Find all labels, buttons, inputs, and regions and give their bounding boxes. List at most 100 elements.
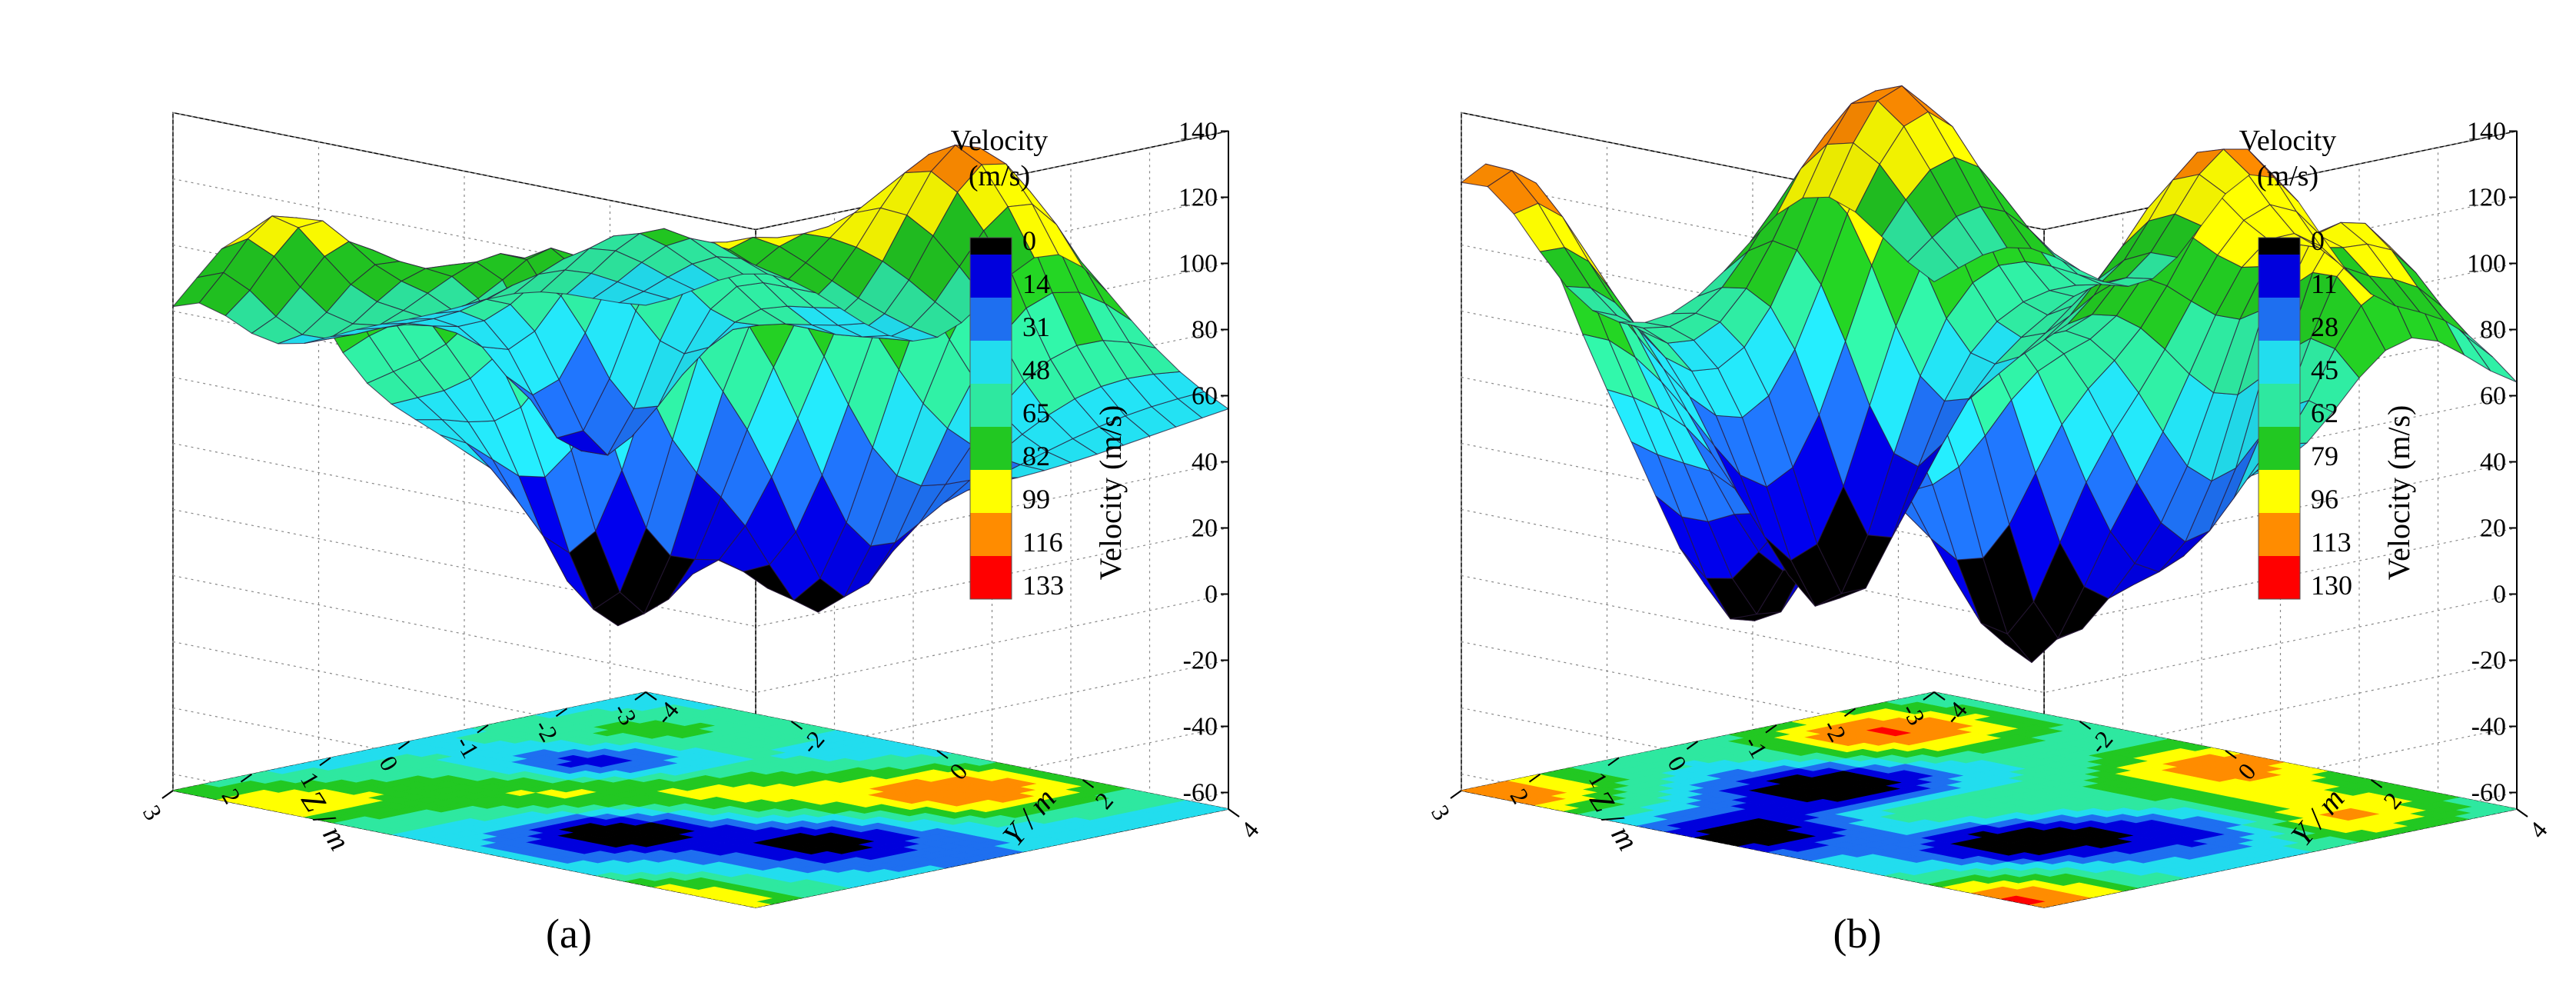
y-tick-mark [936, 750, 949, 759]
z-tick-mark [1607, 757, 1620, 767]
color-legend: Velocity(m/s) 0 14 31 48 65 82 99 116 133 [951, 125, 1064, 601]
legend-swatch [970, 427, 1012, 470]
velocity-tick-label: -40 [1183, 713, 1218, 741]
velocity-tick-label: 140 [2467, 118, 2506, 146]
legend-level-label: 116 [1022, 527, 1063, 558]
legend-level-label: 28 [2311, 311, 2338, 342]
floor-contour-cell [630, 691, 661, 699]
gridline-z [172, 641, 1229, 760]
legend-level-label: 31 [1022, 311, 1050, 342]
legend-swatch [2259, 384, 2300, 427]
legend-level-label: 45 [2311, 355, 2338, 385]
z-tick-mark [1923, 691, 1935, 701]
velocity-tick-label: 100 [1178, 250, 1218, 278]
panel-label: (b) [1833, 911, 1882, 957]
z-tick-mark [161, 790, 174, 799]
velocity-tick-label: 20 [1192, 514, 1218, 543]
gridline-z [1461, 574, 2518, 694]
legend-frame [969, 237, 1012, 600]
legend-swatch [970, 384, 1012, 427]
velocity-surface [1460, 85, 2518, 664]
floor-contour-cell [1918, 691, 1949, 699]
legend-swatch [970, 513, 1012, 556]
y-tick-label: 4 [2524, 816, 2553, 843]
legend-swatch [2259, 470, 2300, 513]
legend-swatch [970, 556, 1012, 599]
legend-level-label: 0 [1022, 225, 1036, 256]
z-tick-mark [1765, 724, 1777, 734]
velocity-tick-label: 40 [2480, 448, 2506, 477]
gridline-z [172, 376, 1229, 495]
y-tick-mark [1933, 691, 1946, 701]
z-tick-mark [1686, 741, 1699, 750]
legend-level-label: 14 [1022, 268, 1050, 299]
gridline-z [1461, 707, 2518, 826]
z-tick-mark [397, 741, 410, 750]
legend-swatch [2259, 255, 2300, 298]
z-tick-mark [1843, 708, 1856, 718]
legend-title: (m/s) [969, 160, 1030, 192]
z-tick-mark [634, 691, 646, 701]
legend-level-label: 65 [1022, 398, 1050, 428]
y-tick-mark [790, 721, 803, 730]
legend-swatch [970, 470, 1012, 513]
legend-title: (m/s) [2257, 160, 2318, 192]
y-tick-mark [1228, 808, 1240, 818]
gridline-z [1461, 641, 2518, 760]
legend-level-label: 48 [1022, 355, 1050, 385]
y-tick-mark [1082, 779, 1095, 788]
legend-swatch [970, 341, 1012, 384]
legend-swatch [2259, 556, 2300, 599]
legend-swatch [970, 298, 1012, 341]
z-tick-label: 3 [138, 801, 168, 825]
gridline-z [1461, 508, 2518, 628]
legend-swatch [970, 255, 1012, 298]
velocity-tick-label: 80 [2480, 316, 2506, 345]
y-tick-mark [645, 691, 657, 701]
velocity-tick-label: 80 [1192, 316, 1218, 345]
chart-panel-b: 140 120 100 80 60 40 20 0 -20 -40 -60 Velocity (m/s… [1288, 0, 2576, 985]
legend-level-label: 79 [2311, 441, 2338, 471]
velocity-tick-label: 20 [2480, 514, 2506, 543]
gridline-z [172, 178, 1229, 297]
color-legend: Velocity(m/s) 0 11 28 45 62 79 96 113 130 [2239, 125, 2352, 601]
velocity-tick-label: -20 [1183, 647, 1218, 675]
legend-swatch [2259, 238, 2300, 255]
legend-swatch [2259, 341, 2300, 384]
legend-swatch [2259, 513, 2300, 556]
z-tick-mark [240, 773, 253, 783]
gridline-z [172, 574, 1229, 694]
velocity-surface [171, 144, 1230, 627]
panel-label: (a) [546, 911, 592, 957]
gridline-z [172, 508, 1229, 628]
velocity-tick-label: 100 [2467, 250, 2506, 278]
z-tick-label: 3 [1426, 801, 1456, 825]
velocity-tick-label: 120 [1178, 184, 1218, 212]
legend-level-label: 99 [1022, 484, 1050, 514]
gridline-z [172, 442, 1229, 561]
velocity-tick-label: 120 [2467, 184, 2506, 212]
velocity-axis-title: Velocity (m/s) [1093, 405, 1128, 581]
floor-contour-map [172, 691, 1229, 908]
surface-cell [617, 291, 672, 306]
velocity-tick-label: -40 [2471, 713, 2506, 741]
y-tick-label: 4 [1235, 816, 1265, 843]
velocity-tick-label: 40 [1192, 448, 1218, 477]
velocity-axis: 140 120 100 80 60 40 20 0 -20 -40 -60 Velocity (m/s… [2382, 118, 2518, 809]
legend-frame [2258, 237, 2301, 600]
legend-level-label: 113 [2311, 527, 2352, 558]
legend-title: Velocity [2239, 125, 2337, 157]
legend-title: Velocity [951, 125, 1049, 157]
z-tick-mark [1450, 790, 1462, 799]
y-tick-mark [2516, 808, 2528, 818]
velocity-tick-label: -60 [2471, 779, 2506, 808]
legend-level-label: 0 [2311, 225, 2325, 256]
velocity-tick-label: -60 [1183, 779, 1218, 808]
y-tick-mark [2079, 721, 2092, 730]
gridline-z [172, 707, 1229, 826]
velocity-tick-label: 0 [2493, 581, 2506, 609]
